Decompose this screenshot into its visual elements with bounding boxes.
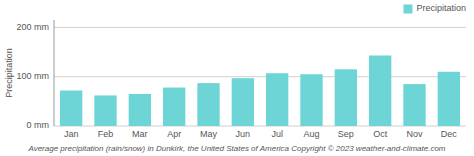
x-tick-label: Jul	[271, 129, 283, 139]
y-tick-label: 100 mm	[16, 71, 49, 81]
bar	[266, 73, 288, 126]
x-tick-label: Sep	[338, 129, 354, 139]
grid-line	[54, 76, 466, 77]
x-tick-label: Apr	[167, 129, 181, 139]
y-tick-label: 200 mm	[16, 22, 49, 32]
bar	[60, 91, 82, 126]
y-tick-label: 0 mm	[27, 120, 50, 130]
bar	[232, 78, 254, 126]
x-tick-label: Nov	[406, 129, 423, 139]
bar	[163, 88, 185, 126]
y-grid	[54, 27, 466, 126]
grid-line	[54, 27, 466, 28]
y-axis-line	[54, 20, 55, 126]
x-tick-label: Mar	[132, 129, 148, 139]
legend: Precipitation	[403, 3, 466, 13]
bar	[300, 74, 322, 126]
caption: Average precipitation (rain/snow) in Dun…	[27, 144, 445, 153]
x-tick-label: Feb	[98, 129, 114, 139]
chart: 0 mm 100 mm 200 mm Precipitation Jan Feb Mar Ap…	[0, 0, 474, 156]
x-tick-label: May	[200, 129, 218, 139]
x-tick-label: Aug	[303, 129, 319, 139]
bar	[438, 72, 460, 126]
bar	[129, 94, 151, 126]
x-tick-label: Oct	[373, 129, 388, 139]
bar	[335, 69, 357, 126]
bar	[197, 83, 219, 126]
x-tick-label: Dec	[441, 129, 458, 139]
legend-label: Precipitation	[416, 3, 466, 13]
bars	[60, 55, 460, 126]
x-tick-label: Jan	[64, 129, 79, 139]
bar	[403, 84, 425, 126]
legend-swatch	[403, 5, 412, 14]
x-tick-label: Jun	[236, 129, 251, 139]
bar	[94, 95, 116, 126]
bar	[369, 55, 391, 126]
y-axis-label: Precipitation	[4, 48, 14, 98]
